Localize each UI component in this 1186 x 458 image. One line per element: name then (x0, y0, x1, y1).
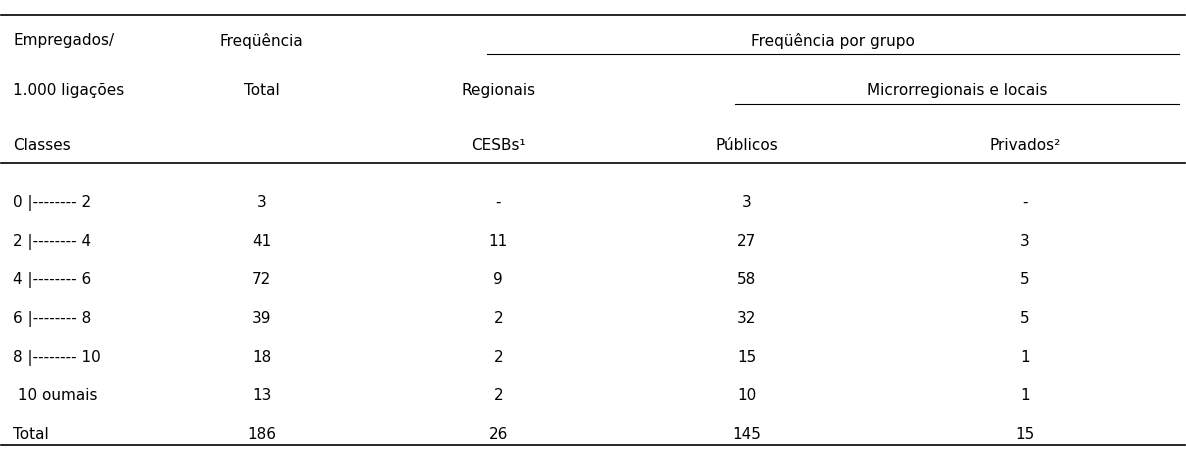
Text: 15: 15 (1015, 427, 1034, 442)
Text: 9: 9 (493, 272, 503, 287)
Text: Empregados/: Empregados/ (13, 33, 114, 48)
Text: 72: 72 (253, 272, 272, 287)
Text: 1.000 ligações: 1.000 ligações (13, 83, 125, 98)
Text: 13: 13 (251, 388, 272, 403)
Text: 3: 3 (1020, 234, 1029, 249)
Text: 41: 41 (253, 234, 272, 249)
Text: Públicos: Públicos (715, 138, 778, 153)
Text: Microrregionais e locais: Microrregionais e locais (867, 83, 1047, 98)
Text: 1: 1 (1020, 388, 1029, 403)
Text: 2: 2 (493, 388, 503, 403)
Text: 1: 1 (1020, 349, 1029, 365)
Text: 0 |-------- 2: 0 |-------- 2 (13, 195, 91, 211)
Text: 145: 145 (733, 427, 761, 442)
Text: 26: 26 (489, 427, 508, 442)
Text: Classes: Classes (13, 138, 71, 153)
Text: 58: 58 (738, 272, 757, 287)
Text: Total: Total (244, 83, 280, 98)
Text: Total: Total (13, 427, 49, 442)
Text: CESBs¹: CESBs¹ (471, 138, 525, 153)
Text: 4 |-------- 6: 4 |-------- 6 (13, 272, 91, 288)
Text: 15: 15 (738, 349, 757, 365)
Text: 32: 32 (738, 311, 757, 326)
Text: 10: 10 (738, 388, 757, 403)
Text: 2 |-------- 4: 2 |-------- 4 (13, 234, 91, 250)
Text: 186: 186 (247, 427, 276, 442)
Text: 10 oumais: 10 oumais (13, 388, 97, 403)
Text: 2: 2 (493, 349, 503, 365)
Text: 27: 27 (738, 234, 757, 249)
Text: 2: 2 (493, 311, 503, 326)
Text: -: - (496, 195, 502, 210)
Text: Regionais: Regionais (461, 83, 535, 98)
Text: 3: 3 (742, 195, 752, 210)
Text: Privados²: Privados² (989, 138, 1060, 153)
Text: 6 |-------- 8: 6 |-------- 8 (13, 311, 91, 327)
Text: Freqüência por grupo: Freqüência por grupo (751, 33, 914, 49)
Text: Freqüência: Freqüência (219, 33, 304, 49)
Text: -: - (1022, 195, 1027, 210)
Text: 5: 5 (1020, 272, 1029, 287)
Text: 8 |-------- 10: 8 |-------- 10 (13, 349, 101, 365)
Text: 18: 18 (253, 349, 272, 365)
Text: 3: 3 (257, 195, 267, 210)
Text: 39: 39 (251, 311, 272, 326)
Text: 5: 5 (1020, 311, 1029, 326)
Text: 11: 11 (489, 234, 508, 249)
